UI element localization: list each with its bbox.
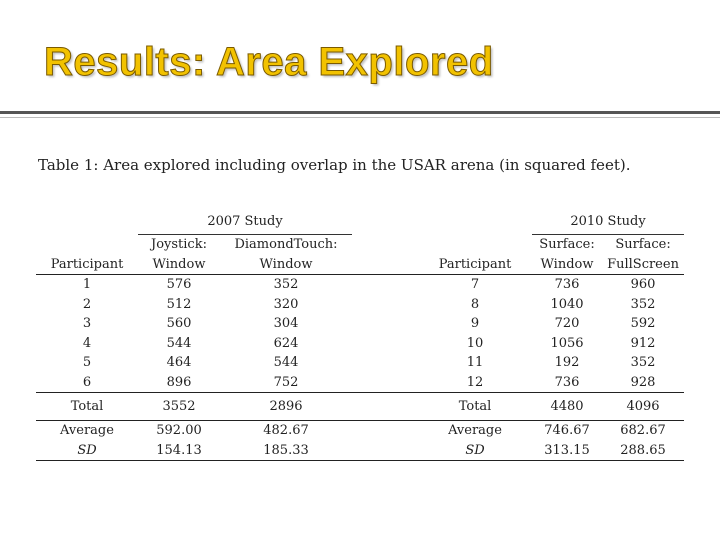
- slide-title: Results: Area Explored: [44, 40, 494, 85]
- group-header-row: 2007 Study 2010 Study: [36, 210, 685, 235]
- results-table: 2007 Study 2010 Study Participant Joysti…: [36, 210, 685, 461]
- table-row: 2 512 320 8 1040 352: [82, 296, 656, 312]
- diamondtouch-window-header: DiamondTouch: Window: [220, 234, 353, 275]
- total-row: Total 3552 2896 Total 4480 4096: [36, 392, 685, 421]
- participant-header-left: Participant: [36, 234, 138, 275]
- surface-fullscreen-header: Surface: FullScreen: [602, 234, 685, 275]
- joystick-window-header: Joystick: Window: [138, 234, 220, 275]
- table-row: 4 544 624 10 1056 912: [82, 335, 656, 351]
- title-divider: [0, 111, 720, 114]
- group-2007-study: 2007 Study: [138, 210, 353, 235]
- column-header-row: Participant Joystick: Window DiamondTouc…: [36, 234, 685, 275]
- table-row: 5 464 544 11 192 352: [82, 355, 656, 370]
- group-2010-study: 2010 Study: [532, 210, 685, 235]
- surface-window-header: Surface: Window: [532, 234, 603, 275]
- title-divider-thin: [0, 117, 720, 118]
- table-caption: Table 1: Area explored including overlap…: [38, 156, 631, 174]
- table-row: 1 576 352 7 736 960: [82, 277, 656, 292]
- sd-row: SD 154.13 185.33 SD 313.15 288.65: [36, 440, 685, 461]
- table-row: 3 560 304 9 720 592: [82, 316, 656, 331]
- table-row: 6 896 752 12 736 928: [82, 374, 656, 390]
- participant-header-right: Participant: [418, 234, 533, 275]
- average-row: Average 592.00 482.67 Average 746.67 682…: [60, 423, 666, 438]
